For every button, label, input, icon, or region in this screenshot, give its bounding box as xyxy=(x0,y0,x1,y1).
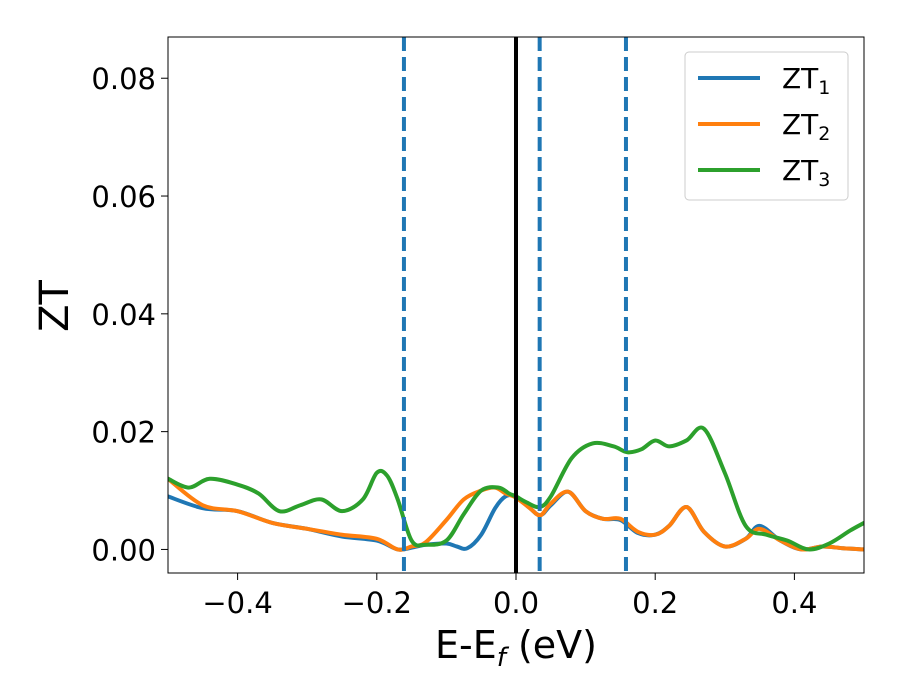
y-tick-label: 0.00 xyxy=(91,533,156,567)
y-tick-label: 0.08 xyxy=(91,62,156,96)
y-tick-label: 0.06 xyxy=(91,180,156,214)
x-tick-label: −0.2 xyxy=(342,586,412,620)
y-axis-label: ZT xyxy=(32,280,78,332)
legend-label-zt3: ZT3 xyxy=(782,154,830,191)
reference-lines xyxy=(401,37,628,573)
x-axis-ticks: −0.4 −0.2 0.0 0.2 0.4 xyxy=(202,573,817,620)
y-tick-label: 0.02 xyxy=(91,416,156,450)
x-tick-label: 0.0 xyxy=(493,586,539,620)
x-tick-label: 0.2 xyxy=(632,586,678,620)
legend: ZT1 ZT2 ZT3 xyxy=(684,51,849,201)
series-line-zt2 xyxy=(168,476,864,552)
y-tick-label: 0.04 xyxy=(91,298,156,332)
x-axis-label-main: E-E xyxy=(435,623,497,667)
plot-frame xyxy=(167,36,865,574)
y-axis-ticks: 0.00 0.02 0.04 0.06 0.08 xyxy=(91,62,168,567)
legend-box xyxy=(684,51,849,201)
x-axis-label-unit: (eV) xyxy=(506,623,597,667)
legend-label-zt1: ZT1 xyxy=(782,62,830,99)
x-axis-label: E-Ef (eV) xyxy=(435,623,597,673)
x-tick-label: 0.4 xyxy=(771,586,817,620)
x-tick-label: −0.4 xyxy=(202,586,272,620)
legend-label-zt2: ZT2 xyxy=(782,108,830,145)
